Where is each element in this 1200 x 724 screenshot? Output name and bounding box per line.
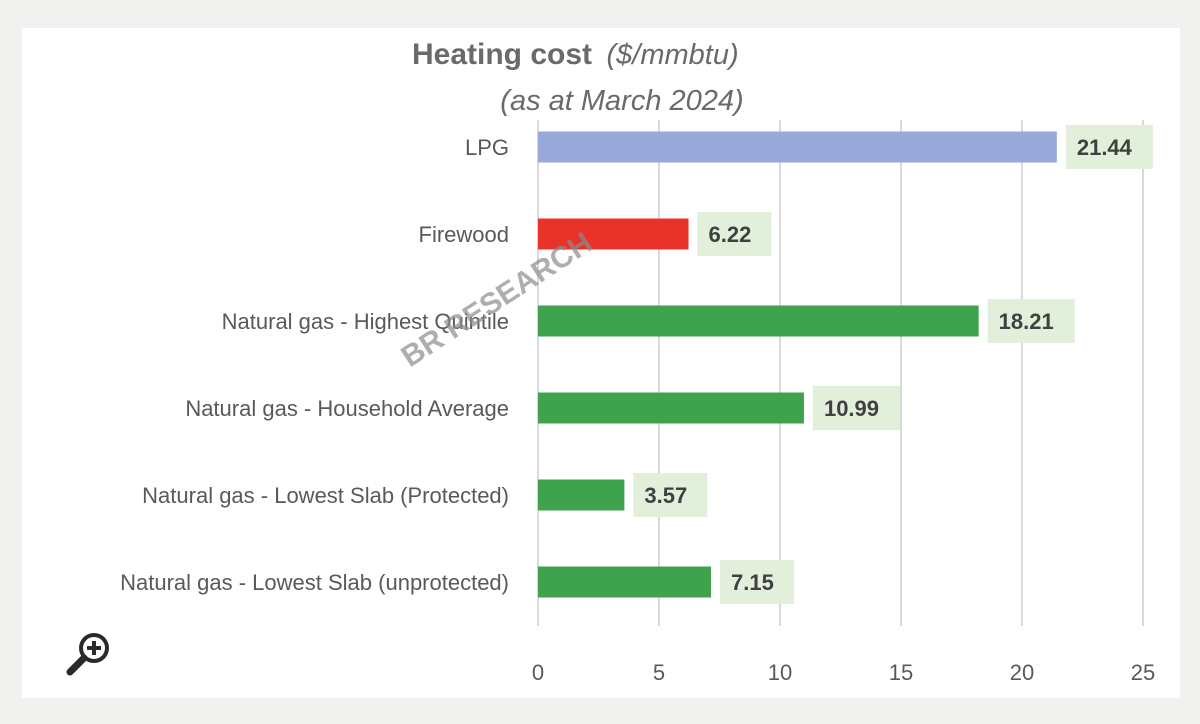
watermark: BR RESEARCH [396, 226, 599, 374]
data-label-box [720, 560, 795, 604]
data-label: 3.57 [644, 483, 687, 508]
category-label: Natural gas - Household Average [185, 396, 509, 421]
bar-chart: Heating cost ($/mmbtu) (as at March 2024… [120, 38, 1155, 685]
x-tick-label: 0 [532, 660, 544, 685]
bar [538, 305, 979, 337]
bar [538, 479, 625, 511]
data-label-box [987, 299, 1075, 343]
data-label-box [633, 473, 708, 517]
gridlines [537, 120, 1144, 626]
category-labels: LPG Firewood Natural gas - Highest Quintil… [120, 135, 509, 595]
category-label: Natural gas - Lowest Slab (Protected) [142, 483, 509, 508]
x-tick-label: 25 [1131, 660, 1155, 685]
chart-title: Heating cost [412, 38, 592, 71]
data-label: 7.15 [731, 570, 774, 595]
x-tick-labels: 0 5 10 15 20 25 [532, 660, 1155, 685]
bar [538, 566, 712, 598]
data-label-box [1065, 125, 1153, 169]
bar [538, 392, 804, 424]
x-tick-label: 5 [653, 660, 665, 685]
chart-panel: Heating cost ($/mmbtu) (as at March 2024… [22, 28, 1180, 698]
data-label-box [697, 212, 772, 256]
category-label: LPG [465, 135, 509, 160]
data-label: 10.99 [824, 396, 879, 421]
chart-subtitle: (as at March 2024) [500, 85, 743, 117]
x-tick-label: 20 [1010, 660, 1034, 685]
bar [538, 131, 1057, 163]
data-label-box [812, 386, 900, 430]
x-tick-label: 10 [768, 660, 792, 685]
x-tick-label: 15 [889, 660, 913, 685]
category-label: Natural gas - Lowest Slab (unprotected) [120, 570, 509, 595]
category-label: Natural gas - Highest Quintile [222, 309, 509, 334]
chart-title-unit: ($/mmbtu) [606, 39, 738, 71]
zoom-in-icon[interactable] [62, 628, 116, 682]
chart-title-line: Heating cost ($/mmbtu) [412, 38, 739, 71]
data-label: 6.22 [709, 222, 752, 247]
data-labels: 21.44 6.22 18.21 10.99 3.57 7.15 [633, 125, 1153, 604]
bars [538, 131, 1057, 598]
bar [538, 218, 689, 250]
data-label: 18.21 [999, 309, 1054, 334]
data-label: 21.44 [1077, 135, 1133, 160]
category-label: Firewood [419, 222, 509, 247]
